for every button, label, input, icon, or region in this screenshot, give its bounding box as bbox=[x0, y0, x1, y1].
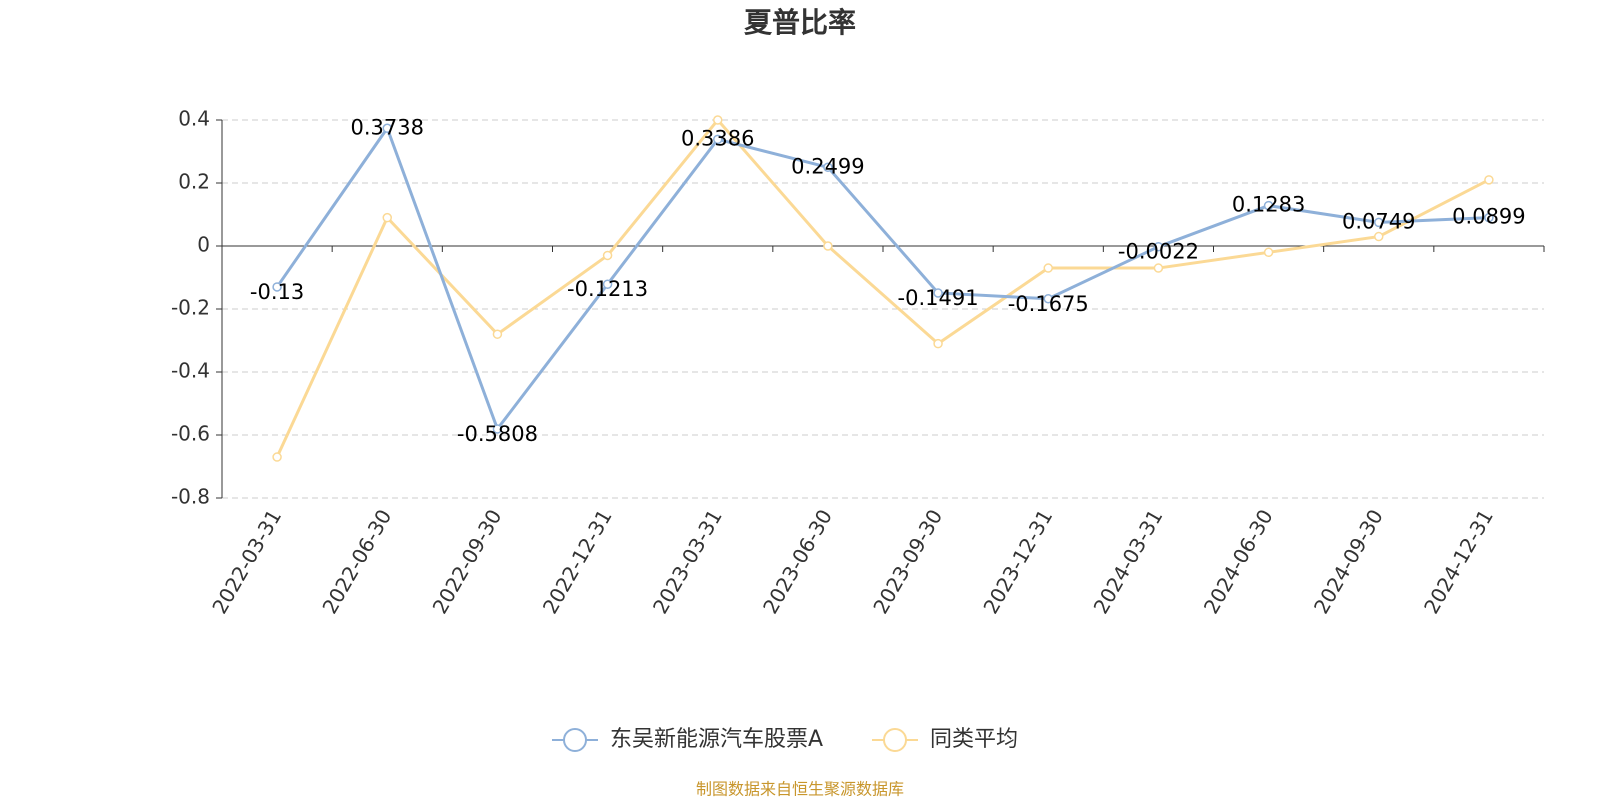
x-tick-label: 2023-06-30 bbox=[758, 505, 837, 618]
data-point bbox=[933, 288, 943, 298]
x-tick-label: 2022-03-31 bbox=[207, 505, 286, 618]
x-tick-label: 2023-12-31 bbox=[978, 505, 1057, 618]
data-point bbox=[1374, 231, 1384, 242]
data-point bbox=[713, 134, 723, 145]
data-label: -0.13 bbox=[250, 280, 304, 304]
data-label: -0.1213 bbox=[567, 277, 648, 301]
data-point bbox=[602, 250, 613, 261]
data-point bbox=[1153, 263, 1164, 273]
legend-label: 同类平均 bbox=[930, 727, 1018, 752]
x-tick-label: 2022-09-30 bbox=[428, 505, 507, 618]
x-tick-label: 2022-12-31 bbox=[538, 505, 617, 618]
y-tick-label: 0.4 bbox=[178, 107, 210, 131]
series-line bbox=[275, 117, 1490, 458]
chart-title: 夏普比率 bbox=[744, 6, 856, 39]
data-point bbox=[382, 123, 392, 134]
y-tick-label: -0.8 bbox=[171, 485, 210, 509]
data-point bbox=[1043, 294, 1053, 304]
x-tick-label: 2023-09-30 bbox=[868, 505, 947, 618]
legend-icon bbox=[883, 728, 907, 752]
data-point bbox=[713, 115, 723, 125]
data-label: 0.1283 bbox=[1232, 193, 1305, 217]
data-point bbox=[602, 279, 613, 289]
data-point bbox=[272, 282, 282, 292]
data-label: 0.3738 bbox=[351, 115, 424, 139]
x-tick-label: 2024-09-30 bbox=[1309, 505, 1388, 618]
data-label: 0.2499 bbox=[791, 154, 864, 178]
data-label: -0.1491 bbox=[898, 286, 979, 310]
y-tick-label: -0.6 bbox=[171, 422, 210, 446]
x-tick-label: 2024-12-31 bbox=[1419, 505, 1498, 618]
data-point bbox=[272, 452, 282, 462]
x-tick-label: 2023-03-31 bbox=[648, 505, 727, 618]
data-point bbox=[492, 424, 503, 434]
data-label: 0.0899 bbox=[1452, 205, 1525, 229]
data-point bbox=[1043, 263, 1053, 273]
x-tick-label: 2022-06-30 bbox=[317, 505, 396, 618]
y-tick-label: 0.2 bbox=[178, 170, 210, 194]
legend: 东吴新能源汽车股票A 同类平均 bbox=[552, 727, 1018, 752]
data-point bbox=[382, 212, 392, 223]
data-point bbox=[823, 162, 833, 173]
data-point bbox=[1484, 212, 1494, 223]
data-label: 0.3386 bbox=[681, 126, 754, 150]
y-tick-label: 0 bbox=[197, 233, 210, 257]
data-label: -0.5808 bbox=[457, 422, 538, 446]
x-tick-label: 2024-06-30 bbox=[1199, 505, 1278, 618]
y-tick-label: -0.2 bbox=[171, 296, 210, 320]
x-tick-label: 2024-03-31 bbox=[1089, 505, 1168, 618]
y-tick-label: -0.4 bbox=[171, 359, 210, 383]
series-line bbox=[275, 125, 1489, 433]
data-point bbox=[492, 329, 503, 339]
data-point bbox=[1374, 217, 1384, 228]
data-label: 0.0749 bbox=[1342, 209, 1415, 233]
legend-label: 东吴新能源汽车股票A bbox=[610, 727, 823, 752]
source-note: 制图数据来自恒生聚源数据库 bbox=[696, 780, 904, 799]
data-label: -0.0022 bbox=[1118, 240, 1199, 264]
data-label: -0.1675 bbox=[1008, 292, 1089, 316]
data-point bbox=[933, 338, 943, 349]
data-point bbox=[823, 241, 833, 251]
data-point bbox=[1263, 247, 1274, 258]
data-point bbox=[1263, 200, 1274, 211]
data-point bbox=[1484, 175, 1494, 185]
data-point bbox=[1153, 241, 1164, 252]
legend-icon bbox=[563, 728, 587, 752]
